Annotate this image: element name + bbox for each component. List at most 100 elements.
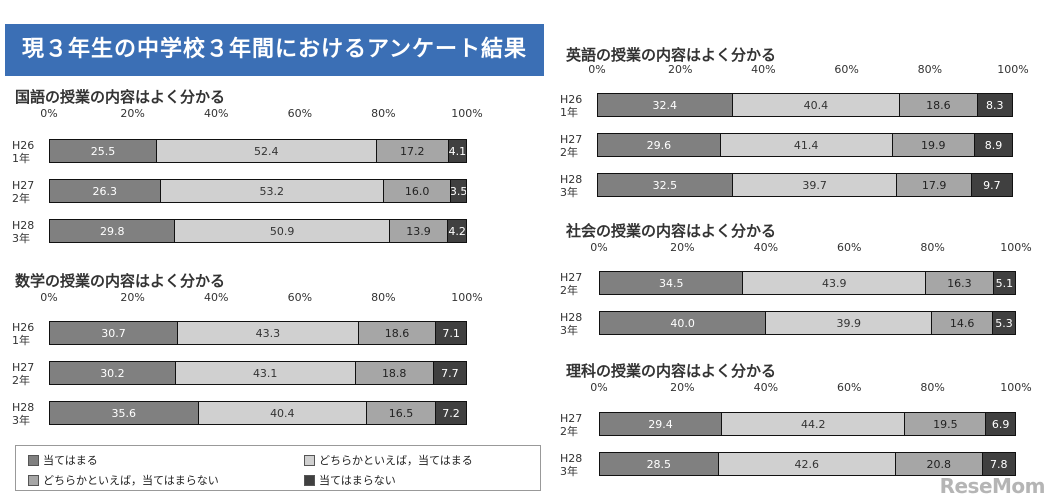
bar-segment: 5.3: [992, 312, 1015, 334]
bar-segment: 17.9: [897, 174, 972, 196]
bar-segment: 8.9: [975, 134, 1012, 156]
bar-segment: 19.9: [892, 134, 976, 156]
chart-title: 理科の授業の内容はよく分かる: [566, 362, 777, 380]
legend: 当てはまる どちらかといえば，当てはまる どちらかといえば，当てはまらない 当て…: [15, 445, 541, 491]
page-title: 現３年生の中学校３年間におけるアンケート結果: [5, 24, 544, 76]
axis-tick-label: 40%: [753, 381, 779, 394]
watermark-logo: ReseMom: [939, 474, 1046, 498]
bar-segment: 25.5: [50, 140, 157, 162]
bar-segment: 35.6: [50, 402, 199, 424]
axis-tick-label: 20%: [670, 381, 695, 394]
axis-tick-label: 60%: [836, 381, 862, 394]
bar-segment: 50.9: [175, 220, 390, 242]
stacked-bar: 35.6 40.4 16.5 7.2: [49, 401, 467, 425]
stacked-bar: 29.8 50.9 13.9 4.2: [49, 219, 467, 243]
bar-segment: 44.2: [722, 413, 906, 435]
bar-segment: 29.4: [600, 413, 722, 435]
axis-tick-label: 60%: [287, 107, 313, 120]
bar-segment: 13.9: [389, 220, 449, 242]
chart-title: 社会の授業の内容はよく分かる: [566, 222, 777, 240]
stacked-bar: 26.3 53.2 16.0 3.5: [49, 179, 467, 203]
bar-segment: 41.4: [720, 134, 893, 156]
axis-tick-label: 40%: [203, 291, 229, 304]
legend-label: どちらかといえば，当てはまる: [319, 454, 473, 467]
bar-segment: 8.3: [977, 94, 1012, 116]
bar-segment: 18.6: [900, 94, 978, 116]
bar-segment: 28.5: [600, 453, 719, 475]
category-label: H27 2年: [12, 179, 35, 205]
bar-segment: 39.7: [732, 174, 898, 196]
bar-segment: 4.2: [448, 220, 466, 242]
legend-item: どちらかといえば，当てはまる: [304, 452, 473, 468]
bar-segment: 26.3: [50, 180, 161, 202]
axis-tick-label: 80%: [917, 63, 943, 76]
axis-tick-label: 100%: [451, 107, 483, 120]
category-label: H27 2年: [560, 133, 583, 159]
axis-tick-label: 0%: [40, 291, 58, 304]
stacked-bar: 29.6 41.4 19.9 8.9: [597, 133, 1013, 157]
bar-segment: 17.2: [376, 140, 449, 162]
bar-segment: 7.7: [433, 362, 466, 384]
axis-tick-label: 40%: [751, 63, 776, 76]
legend-swatch: [304, 474, 315, 486]
category-label: H26 1年: [560, 93, 583, 119]
axis-tick-label: 0%: [590, 381, 608, 394]
stacked-bar: 30.2 43.1 18.8 7.7: [49, 361, 467, 385]
axis-tick-label: 20%: [120, 291, 145, 304]
stacked-bar: 25.5 52.4 17.2 4.1: [49, 139, 467, 163]
axis-tick-label: 0%: [590, 241, 608, 254]
bar-segment: 9.7: [971, 174, 1012, 196]
axis-tick-label: 80%: [371, 107, 396, 120]
stacked-bar: 40.0 39.9 14.6 5.3: [599, 311, 1016, 335]
axis-tick-label: 0%: [40, 107, 58, 120]
axis-tick-label: 20%: [120, 107, 145, 120]
stacked-bar: 32.4 40.4 18.6 8.3: [597, 93, 1013, 117]
axis-tick-label: 80%: [371, 291, 396, 304]
bar-segment: 32.5: [598, 174, 733, 196]
axis-tick-label: 20%: [670, 241, 695, 254]
bar-segment: 16.0: [384, 180, 452, 202]
bar-segment: 43.1: [175, 362, 356, 384]
stacked-bar: 30.7 43.3 18.6 7.1: [49, 321, 467, 345]
legend-item: 当てはまる: [28, 452, 98, 468]
category-label: H28 3年: [560, 173, 583, 199]
bar-segment: 4.1: [448, 140, 466, 162]
bar-segment: 39.9: [766, 312, 933, 334]
legend-item: どちらかといえば，当てはまらない: [28, 472, 219, 488]
category-label: H28 3年: [560, 452, 583, 478]
bar-segment: 19.5: [905, 413, 987, 435]
axis-tick-label: 40%: [203, 107, 229, 120]
stacked-bar: 28.5 42.6 20.8 7.8: [599, 452, 1016, 476]
bar-segment: 30.2: [50, 362, 176, 384]
category-label: H26 1年: [12, 321, 35, 347]
legend-item: 当てはまらない: [304, 472, 396, 488]
bar-segment: 43.9: [743, 272, 926, 294]
bar-segment: 52.4: [156, 140, 377, 162]
bar-segment: 53.2: [160, 180, 385, 202]
bar-segment: 34.5: [600, 272, 744, 294]
bar-segment: 7.1: [436, 322, 466, 344]
stacked-bar: 29.4 44.2 19.5 6.9: [599, 412, 1016, 436]
legend-label: 当てはまる: [43, 454, 98, 467]
axis-tick-label: 100%: [997, 63, 1029, 76]
bar-segment: 16.3: [926, 272, 994, 294]
axis-tick-label: 60%: [836, 241, 862, 254]
category-label: H28 3年: [12, 219, 35, 245]
category-label: H27 2年: [560, 412, 583, 438]
bar-segment: 30.7: [50, 322, 179, 344]
bar-segment: 7.2: [435, 402, 466, 424]
axis-tick-label: 60%: [287, 291, 313, 304]
bar-segment: 14.6: [932, 312, 993, 334]
bar-segment: 29.6: [598, 134, 721, 156]
axis-tick-label: 100%: [1000, 381, 1032, 394]
bar-segment: 32.4: [598, 94, 733, 116]
legend-swatch: [304, 454, 315, 466]
bar-segment: 29.8: [50, 220, 176, 242]
bar-segment: 7.8: [982, 453, 1015, 475]
axis-tick-label: 60%: [834, 63, 859, 76]
axis-tick-label: 40%: [753, 241, 779, 254]
chart-title: 数学の授業の内容はよく分かる: [15, 272, 226, 290]
stacked-bar: 32.5 39.7 17.9 9.7: [597, 173, 1013, 197]
legend-label: 当てはまらない: [319, 474, 396, 487]
legend-swatch: [28, 474, 39, 486]
